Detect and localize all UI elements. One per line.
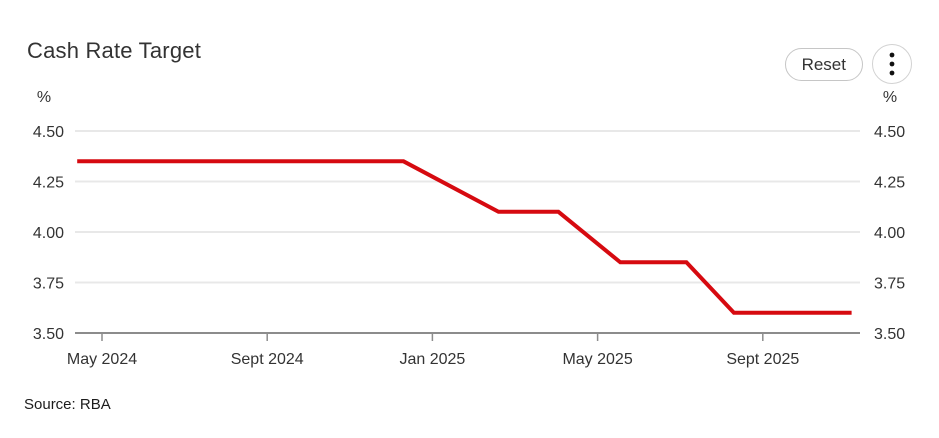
kebab-menu-icon bbox=[889, 52, 895, 76]
unit-label-right: % bbox=[883, 89, 897, 106]
unit-label-left: % bbox=[37, 89, 51, 106]
y-tick-label-left: 3.50 bbox=[33, 326, 64, 343]
y-tick-label-left: 3.75 bbox=[33, 276, 64, 293]
x-tick-label: Sept 2025 bbox=[726, 351, 799, 368]
y-tick-label-right: 3.50 bbox=[874, 326, 905, 343]
menu-button[interactable] bbox=[872, 44, 912, 84]
y-tick-label-left: 4.00 bbox=[33, 225, 64, 242]
source-note: Source: RBA bbox=[24, 396, 111, 413]
x-tick-label: Jan 2025 bbox=[399, 351, 465, 368]
y-tick-label-right: 4.00 bbox=[874, 225, 905, 242]
series-line bbox=[77, 159, 852, 315]
reset-button[interactable]: Reset bbox=[784, 47, 863, 81]
x-tick-label: May 2024 bbox=[67, 351, 137, 368]
y-tick-label-left: 4.25 bbox=[33, 175, 64, 192]
y-tick-label-right: 4.50 bbox=[874, 124, 905, 141]
chart-title: Cash Rate Target bbox=[27, 38, 202, 63]
x-tick-label: Sept 2024 bbox=[231, 351, 304, 368]
y-tick-label-right: 3.75 bbox=[874, 276, 905, 293]
chart-controls: Reset bbox=[784, 44, 912, 84]
y-tick-label-right: 4.25 bbox=[874, 175, 905, 192]
y-tick-label-left: 4.50 bbox=[33, 124, 64, 141]
x-tick-label: May 2025 bbox=[562, 351, 632, 368]
